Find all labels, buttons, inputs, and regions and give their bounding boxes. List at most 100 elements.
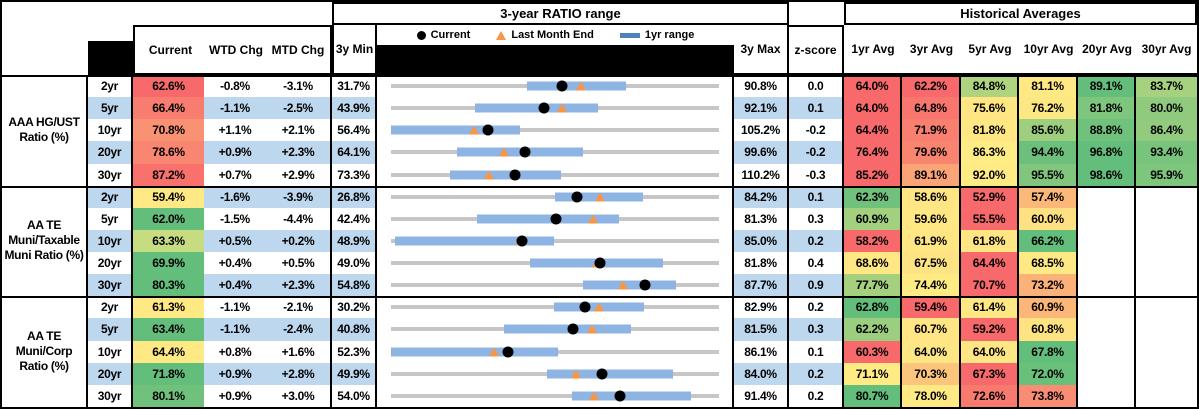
- current-value: 71.8%: [133, 362, 204, 385]
- last-month-end-marker: [588, 391, 599, 401]
- range-track: [391, 128, 719, 133]
- current-dot: [538, 102, 550, 114]
- avg-value: 60.9%: [844, 207, 902, 230]
- avg-value: 81.1%: [1019, 75, 1078, 98]
- avg-columns-header: 1yr Avg 3yr Avg 5yr Avg 10yr Avg 20yr Av…: [844, 25, 1197, 75]
- 1yr-range-bar: [546, 369, 673, 379]
- avg-value: [1078, 362, 1136, 385]
- wtd-chg-value: -0.8%: [220, 79, 250, 94]
- current-dot: [614, 390, 626, 402]
- range-chart: [377, 207, 734, 230]
- current-dot: [550, 213, 562, 225]
- legend-current-label: Current: [430, 29, 471, 41]
- 3y-min-value: 43.9%: [332, 97, 377, 120]
- avg-value: 62.2%: [844, 318, 902, 341]
- last-month-end-marker: [575, 81, 586, 91]
- legend-current: Current: [416, 29, 471, 41]
- 1yr-range-bar-icon: [619, 32, 640, 38]
- range-chart: [377, 185, 734, 208]
- avg-value: 70.7%: [961, 274, 1019, 297]
- range-plot: [391, 318, 719, 340]
- current-value: 63.4%: [133, 318, 204, 341]
- current-col-header: Current: [148, 43, 193, 57]
- chart-legend-cell: Current Last Month End 1yr range: [377, 25, 734, 75]
- avg-value: 64.4%: [844, 119, 902, 142]
- 3y-max-value: 91.4%: [734, 384, 789, 407]
- zscore-value: 0.3: [789, 207, 844, 230]
- wtd-chg-value: +0.9%: [218, 388, 252, 403]
- avg-value: 84.8%: [961, 75, 1019, 98]
- avg-value: [1136, 186, 1197, 208]
- avg-value: 96.8%: [1078, 141, 1136, 164]
- mtd-chg-value: -3.9%: [266, 185, 332, 208]
- tenor-label: 2yr: [88, 296, 133, 319]
- 3y-min-value: 49.0%: [332, 252, 377, 275]
- 3y-max-value: 82.9%: [734, 296, 789, 319]
- range-chart: [377, 274, 734, 297]
- last-month-end-marker: [556, 103, 567, 113]
- zscore-col-header: z-score: [789, 25, 844, 75]
- current-dot: [516, 235, 528, 247]
- avg-value: [1078, 252, 1136, 275]
- avg-value: 98.6%: [1078, 163, 1136, 186]
- zscore-value: 0.2: [789, 296, 844, 319]
- range-plot: [391, 230, 719, 252]
- range-plot: [391, 186, 719, 208]
- 3y-max-value: 84.2%: [734, 185, 789, 208]
- avg-value: 58.6%: [902, 185, 961, 208]
- range-plot: [391, 75, 719, 97]
- 3y-min-value: 56.4%: [332, 119, 377, 142]
- avg-value: 59.2%: [961, 318, 1019, 341]
- range-chart: [377, 75, 734, 98]
- wtd-chg-value: +1.1%: [218, 123, 252, 138]
- avg-value: 62.2%: [902, 75, 961, 98]
- 1yr-range-bar: [503, 324, 632, 334]
- group-label: AA TE Muni/Corp Ratio (%): [2, 296, 88, 407]
- avg-value: 89.1%: [902, 163, 961, 186]
- avg-value: [1136, 385, 1197, 407]
- wtd-chg-value: -1.1%: [220, 300, 250, 315]
- current-value: 69.9%: [133, 252, 204, 275]
- tenor-label: 20yr: [88, 362, 133, 385]
- avg-value: 93.4%: [1136, 141, 1197, 164]
- last-month-end-marker: [488, 347, 499, 357]
- wtd-chg-col-header: WTD Chg: [209, 43, 263, 57]
- avg-value: 86.4%: [1136, 119, 1197, 142]
- avg-value: 88.8%: [1078, 119, 1136, 142]
- last-month-end-marker: [588, 214, 599, 224]
- avg-value: 66.2%: [1019, 229, 1078, 252]
- 1yr-range-bar: [571, 391, 691, 401]
- avg-value: 59.4%: [902, 296, 961, 319]
- 3y-max-value: 99.6%: [734, 141, 789, 164]
- avg-value: 67.8%: [1019, 340, 1078, 363]
- avg-value: 61.8%: [961, 229, 1019, 252]
- 3y-max-col-header: 3y Max: [734, 25, 789, 75]
- avg-value: 62.3%: [844, 185, 902, 208]
- avg-value: [1136, 252, 1197, 274]
- current-value: 78.6%: [133, 141, 204, 164]
- avg-value: [1078, 296, 1136, 319]
- 3y-min-value: 26.8%: [332, 185, 377, 208]
- mtd-chg-value: +1.6%: [266, 340, 332, 363]
- avg-value: [1136, 363, 1197, 385]
- tenor-label: 2yr: [88, 185, 133, 208]
- zscore-value: 0.0: [789, 75, 844, 98]
- changes-header-box: Current WTD Chg MTD Chg: [133, 25, 332, 75]
- wtd-chg-value: +0.8%: [218, 344, 252, 359]
- avg-value: 85.2%: [844, 163, 902, 186]
- mtd-chg-value: +3.0%: [266, 384, 332, 407]
- wtd-chg-value: +0.7%: [218, 167, 252, 182]
- current-dot-icon: [416, 30, 426, 40]
- current-dot: [579, 301, 591, 313]
- avg-value: 60.0%: [1019, 207, 1078, 230]
- current-value: 87.2%: [133, 163, 204, 186]
- tenor-label: 5yr: [88, 97, 133, 120]
- 3y-max-value: 110.2%: [734, 163, 789, 186]
- range-chart: [377, 384, 734, 407]
- avg-value: 81.8%: [961, 119, 1019, 142]
- mtd-chg-value: -3.1%: [266, 75, 332, 98]
- tenor-label: 10yr: [88, 119, 133, 142]
- 3y-max-value: 87.7%: [734, 274, 789, 297]
- avg-value: 68.5%: [1019, 252, 1078, 275]
